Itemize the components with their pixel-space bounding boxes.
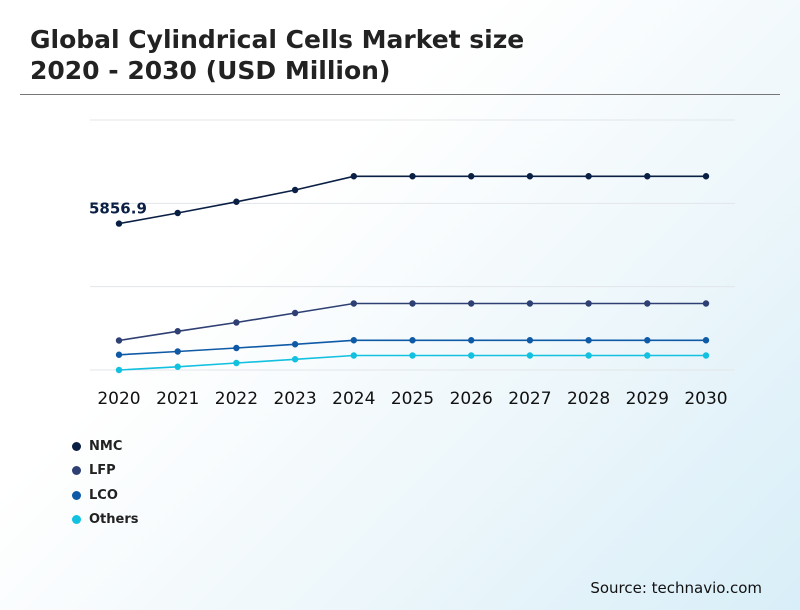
x-tick-label: 2025 [391,389,434,409]
data-point-lfp [526,300,534,307]
data-point-lfp [468,300,475,307]
series-line-nmc [118,175,706,225]
x-tick-label: 2028 [567,389,610,409]
title-divider [20,94,780,95]
legend-label: LFP [89,463,116,479]
legend-item-nmc: NMC [72,434,139,459]
data-point-nmc [702,173,710,180]
source-note: Source: technavio.com [590,579,762,597]
data-point-others [468,352,475,359]
data-point-others [409,352,416,359]
data-point-lco [702,337,710,344]
title-line-1: Global Cylindrical Cells Market size [30,25,525,54]
data-point-lfp [174,328,181,335]
data-point-lfp [291,309,299,317]
data-point-others [350,352,357,359]
data-point-lfp [702,300,710,307]
chart-title: Global Cylindrical Cells Market size 202… [30,24,524,86]
data-point-others [644,352,651,359]
data-point-lfp [115,337,123,344]
legend-marker [72,441,81,451]
data-point-lco [115,351,123,358]
legend-label: Others [89,512,139,528]
x-tick-label: 2023 [273,389,316,409]
legend: NMC LFP LCO Others [72,434,139,532]
data-point-nmc [233,198,240,205]
data-label: 5856.9 [89,200,147,218]
data-point-nmc [291,186,299,194]
data-point-others [233,359,240,367]
data-point-lco [526,337,534,344]
data-point-others [174,363,181,370]
data-point-others [115,366,123,374]
x-tick-label: 2030 [684,389,727,409]
legend-item-lco: LCO [72,483,139,508]
legend-label: NMC [89,438,123,454]
data-point-others [702,352,710,359]
data-point-others [585,352,592,359]
x-tick-label: 2027 [508,389,551,409]
data-point-lco [233,344,240,352]
data-point-lco [585,337,592,344]
data-point-lco [350,337,357,344]
data-point-others [291,356,299,363]
data-point-lco [174,348,181,355]
legend-item-lfp: LFP [72,459,139,484]
legend-item-others: Others [72,508,139,533]
data-point-lfp [409,300,416,307]
x-tick-label: 2022 [215,389,258,409]
data-point-nmc [468,173,475,180]
data-point-lco [291,341,299,348]
data-point-nmc [644,173,651,180]
data-point-lco [409,337,416,344]
data-point-lfp [350,300,357,307]
legend-label: LCO [89,487,118,503]
line-chart: 2020 2021 2022 2023 2024 2025 2026 2027 2028 2029… [89,119,735,409]
data-point-lfp [644,300,651,307]
x-tick-label: 2029 [626,389,669,409]
data-point-lfp [233,319,240,326]
legend-marker [72,490,81,500]
data-point-nmc [585,173,592,180]
legend-marker [72,466,81,476]
data-point-others [526,352,534,359]
legend-marker [72,515,81,525]
data-point-nmc [526,173,534,180]
data-point-lco [644,337,651,344]
data-point-nmc [174,209,181,217]
series-line-lfp [118,302,706,342]
data-point-lco [468,337,475,344]
data-point-nmc [409,173,416,180]
data-point-lfp [585,300,592,307]
x-tick-label: 2024 [332,389,375,409]
data-point-nmc [115,220,123,227]
data-point-nmc [350,173,357,180]
x-tick-label: 2026 [450,389,493,409]
title-line-2: 2020 - 2030 (USD Million) [30,56,391,85]
x-tick-label: 2020 [97,389,140,409]
x-tick-label: 2021 [156,389,199,409]
